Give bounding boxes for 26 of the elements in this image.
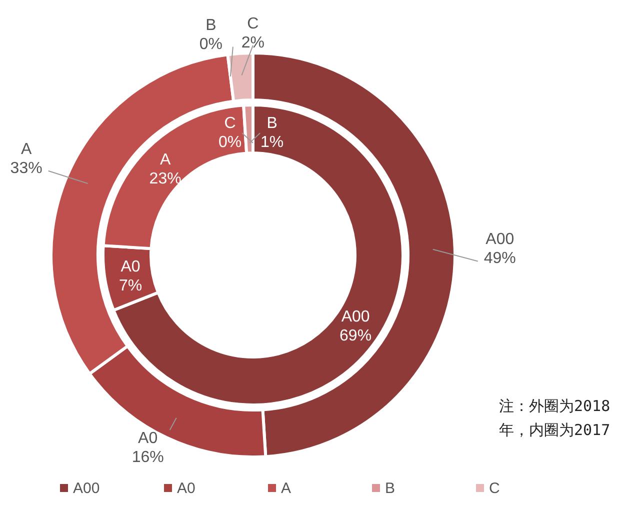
data-label: 7% — [118, 277, 142, 294]
legend-label: A — [281, 480, 292, 497]
slice-label: A00 — [486, 231, 514, 248]
data-label: 1% — [260, 134, 284, 152]
category-label: B — [206, 16, 216, 34]
slice-label: A0 — [138, 430, 158, 447]
slice-label: A — [20, 140, 32, 158]
data-label: 16% — [132, 449, 164, 466]
text: 0% — [218, 134, 242, 151]
text: 注：外圈为2018年，内圈为2017 — [499, 396, 612, 441]
legend-label: B — [385, 480, 396, 497]
category-label: A0 — [120, 258, 140, 276]
data-label: 33% — [10, 160, 42, 177]
data-label: 69% — [340, 328, 372, 345]
legend-label: A0 — [177, 480, 196, 497]
legend-label: A00 — [73, 480, 100, 497]
data-label: 2% — [241, 34, 264, 52]
legend-label: C — [489, 480, 500, 497]
slice-label: A — [160, 151, 171, 168]
category-label: B — [266, 115, 278, 132]
slice-label: C — [224, 115, 236, 132]
data-label: 49% — [484, 250, 516, 268]
slice-label: A00 — [341, 308, 370, 326]
slice-label: C — [247, 15, 259, 32]
text: 0% — [199, 36, 222, 53]
data-label: 23% — [149, 170, 182, 188]
